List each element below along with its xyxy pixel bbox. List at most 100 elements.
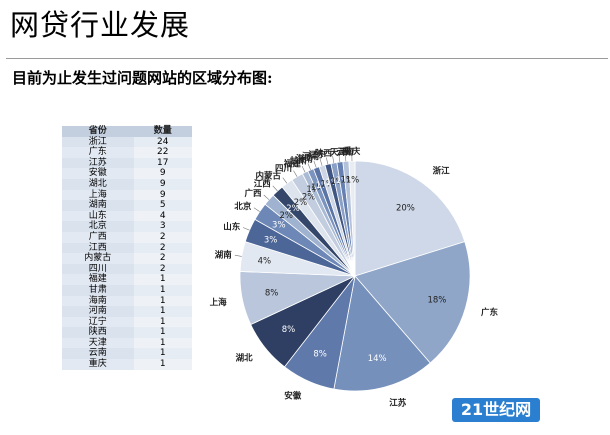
header-count: 数量	[133, 126, 192, 137]
table-row: 四川 2	[62, 263, 192, 275]
count-cell: 2	[133, 253, 192, 264]
slice-leader-line	[234, 254, 242, 257]
table-row: 江苏 17	[62, 157, 192, 169]
count-cell: 1	[133, 306, 192, 317]
slice-category-label: 陕西	[315, 148, 333, 159]
count-cell: 9	[133, 178, 192, 190]
count-cell: 1	[133, 327, 192, 338]
province-cell: 四川	[62, 263, 134, 275]
slice-percent-label: 1%	[326, 178, 340, 188]
slice-category-label: 广东	[481, 307, 499, 318]
province-cell: 安徽	[62, 168, 134, 179]
slice-category-label: 云南	[337, 146, 355, 157]
slice-leader-line	[293, 170, 298, 177]
province-cell: 重庆	[62, 359, 134, 370]
slice-percent-label: 1%	[316, 181, 330, 191]
province-cell: 湖北	[62, 178, 134, 190]
count-cell: 2	[133, 231, 192, 243]
slice-leader-line	[242, 227, 250, 231]
table-row: 安徽 9	[62, 168, 192, 179]
province-cell: 天津	[62, 337, 134, 349]
count-cell: 9	[133, 168, 192, 179]
count-cell: 24	[133, 136, 192, 148]
slice-percent-label: 20%	[396, 203, 415, 213]
pie-chart: 20% 浙江 18% 广东 14% 江苏 8% 安徽 8% 湖北 8% 上海 4% 湖南 3% 山东 3% 北京 2…	[210, 146, 499, 409]
table-header-row: 省份 数量	[62, 126, 192, 137]
slice-percent-label: 18%	[427, 295, 446, 305]
slice-category-label: 重庆	[343, 146, 361, 157]
count-cell: 3	[133, 221, 192, 232]
slice-category-label: 甘肃	[290, 156, 308, 167]
slice-percent-label: 4%	[258, 256, 272, 266]
page-title: 网贷行业发展	[10, 8, 191, 42]
slice-category-label: 内蒙古	[255, 170, 281, 181]
slice-percent-label: 3%	[272, 221, 286, 231]
slice-percent-label: 1%	[330, 177, 344, 187]
province-cell: 江苏	[62, 157, 134, 169]
table-row: 福建 1	[62, 274, 192, 285]
table-body: 浙江 24 广东 22 江苏 17 安徽 9 湖北 9 上海 9 湖南 5 山东 4 北京 3 广西 2 江西 2 内蒙古 2…	[62, 136, 192, 370]
province-cell: 内蒙古	[62, 253, 134, 264]
province-cell: 江西	[62, 242, 134, 254]
province-cell: 云南	[62, 348, 134, 360]
chart-subtitle: 目前为止发生过问题网站的区域分布图:	[12, 69, 273, 87]
table-row: 浙江 24	[62, 136, 192, 148]
count-cell: 2	[133, 242, 192, 254]
province-cell: 甘肃	[62, 284, 134, 296]
slice-category-label: 湖北	[236, 353, 254, 364]
count-cell: 1	[133, 359, 192, 370]
slice-leader-line	[307, 163, 311, 171]
count-cell: 1	[133, 284, 192, 296]
count-cell: 22	[133, 147, 192, 158]
slice-category-label: 山东	[223, 221, 241, 232]
province-cell: 上海	[62, 189, 134, 201]
slice-percent-label: 2%	[302, 193, 316, 203]
slice-leader-line	[282, 177, 288, 184]
table-row: 陕西 1	[62, 327, 192, 338]
table-row: 内蒙古 2	[62, 253, 192, 264]
slice-leader-line	[326, 157, 329, 165]
count-cell: 9	[133, 189, 192, 201]
count-cell: 4	[133, 210, 192, 222]
slice-percent-label: 2%	[286, 204, 300, 214]
province-cell: 山东	[62, 210, 134, 222]
count-cell: 5	[133, 200, 192, 211]
slice-category-label: 河南	[302, 151, 320, 162]
table-row: 上海 9	[62, 189, 192, 201]
slice-leader-line	[272, 185, 278, 192]
table-row: 天津 1	[62, 337, 192, 349]
province-cell: 广西	[62, 231, 134, 243]
slice-category-label: 福建	[283, 158, 302, 169]
slice-category-label: 江苏	[389, 398, 407, 409]
province-cell: 福建	[62, 274, 134, 285]
slice-percent-label: 1%	[311, 183, 325, 193]
slice-category-label: 北京	[234, 201, 252, 212]
province-cell: 陕西	[62, 327, 134, 338]
province-cell: 河南	[62, 306, 134, 317]
table-row: 海南 1	[62, 295, 192, 307]
slice-leader-line	[263, 194, 270, 200]
slice-percent-label: 1%	[341, 176, 355, 186]
count-cell: 1	[133, 316, 192, 328]
table-row: 重庆 1	[62, 359, 192, 370]
slice-percent-label: 1%	[306, 185, 320, 195]
slice-category-label: 广西	[244, 188, 262, 199]
slice-percent-label: 3%	[264, 235, 278, 245]
slice-leader-line	[301, 165, 306, 173]
table-row: 山东 4	[62, 210, 192, 222]
province-cell: 广东	[62, 147, 134, 158]
slice-category-label: 天津	[330, 147, 348, 158]
slice-category-label: 上海	[210, 297, 228, 308]
province-cell: 辽宁	[62, 316, 134, 328]
slice-leader-line	[313, 160, 317, 168]
slice-leader-line	[253, 207, 260, 212]
pie-slice	[354, 160, 466, 277]
slice-percent-label: 14%	[368, 354, 387, 364]
slice-leader-line	[345, 154, 347, 162]
slice-percent-label: 8%	[265, 289, 279, 299]
slice-category-label: 湖南	[215, 250, 233, 261]
province-cell: 湖南	[62, 200, 134, 211]
table-row: 广东 22	[62, 147, 192, 158]
slice-leader-line	[338, 155, 341, 163]
pie-slice	[333, 275, 431, 392]
